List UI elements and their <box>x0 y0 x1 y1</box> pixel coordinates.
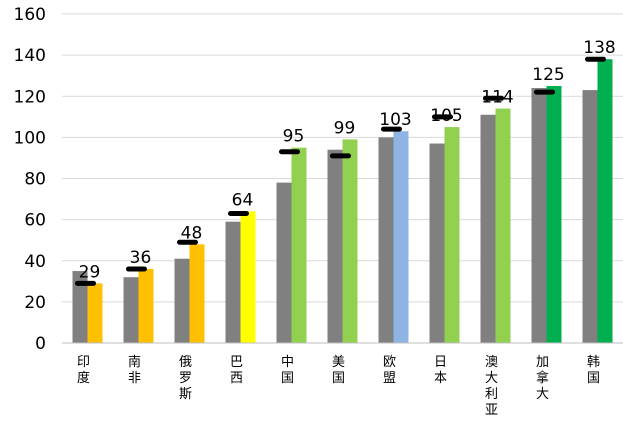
bar-series2-1 <box>138 268 154 343</box>
bar-series1-4 <box>276 182 292 343</box>
bar-series2-0 <box>87 283 103 343</box>
bar-series2-2 <box>189 244 205 343</box>
bar-series1-1 <box>123 277 139 343</box>
data-label-1: 36 <box>130 248 152 268</box>
y-axis-ticks: 0 20 40 60 80 100 120 140 160 <box>14 5 46 354</box>
category-label-6: 欧盟 <box>383 355 396 386</box>
bar-series2-6 <box>393 131 409 343</box>
data-label-8: 114 <box>481 88 513 108</box>
y-tick-label: 120 <box>14 87 46 107</box>
y-tick-label: 0 <box>35 334 46 354</box>
y-tick-label: 80 <box>24 170 46 190</box>
bar-series1-10 <box>582 90 598 343</box>
x-axis-categories: 印度 南非 俄罗斯 巴西 中国 美国 欧盟 日本 澳大利亚 加拿大 韩国 <box>77 354 600 418</box>
bar-series1-8 <box>480 114 496 343</box>
data-label-4: 95 <box>283 127 305 147</box>
bar-series1-2 <box>174 258 190 343</box>
data-label-10: 138 <box>583 38 615 58</box>
bar-series2-7 <box>444 127 460 343</box>
bar-series1-3 <box>225 221 241 343</box>
bar-series1-5 <box>327 149 343 343</box>
bar-series2-4 <box>291 147 307 343</box>
y-tick-label: 100 <box>14 128 46 148</box>
y-tick-label: 60 <box>24 211 46 231</box>
bar-series1-9 <box>531 88 547 344</box>
category-label-0: 印度 <box>77 355 90 386</box>
data-label-5: 99 <box>334 118 356 138</box>
data-label-0: 29 <box>79 262 101 282</box>
bar-series2-5 <box>342 139 358 343</box>
category-label-8: 澳大利亚 <box>485 354 498 418</box>
category-label-1: 南非 <box>128 354 141 386</box>
bar-series2-3 <box>240 211 256 343</box>
category-label-3: 巴西 <box>230 355 243 386</box>
bar-series1-0 <box>72 271 88 343</box>
category-label-5: 美国 <box>332 355 345 386</box>
category-label-10: 韩国 <box>587 355 600 386</box>
y-tick-label: 20 <box>24 293 46 313</box>
data-label-9: 125 <box>532 65 564 85</box>
y-tick-label: 160 <box>14 5 46 25</box>
category-label-4: 中国 <box>281 355 294 386</box>
category-label-7: 日本 <box>434 355 447 386</box>
data-label-6: 103 <box>379 110 411 130</box>
data-label-3: 64 <box>232 190 254 210</box>
y-tick-label: 140 <box>14 46 46 66</box>
data-labels: 29 36 48 64 95 99 103 105 114 125 138 <box>79 38 616 282</box>
bars <box>72 59 613 344</box>
markers <box>75 56 606 286</box>
bar-series2-8 <box>495 108 511 344</box>
bar-series2-9 <box>546 85 562 343</box>
bar-series1-6 <box>378 137 394 343</box>
category-label-9: 加拿大 <box>536 355 549 402</box>
data-label-2: 48 <box>181 223 203 243</box>
bar-series2-10 <box>597 59 613 344</box>
y-tick-label: 40 <box>24 252 46 272</box>
bar-series1-7 <box>429 143 445 343</box>
category-label-2: 俄罗斯 <box>179 355 192 402</box>
data-label-7: 105 <box>430 106 462 126</box>
